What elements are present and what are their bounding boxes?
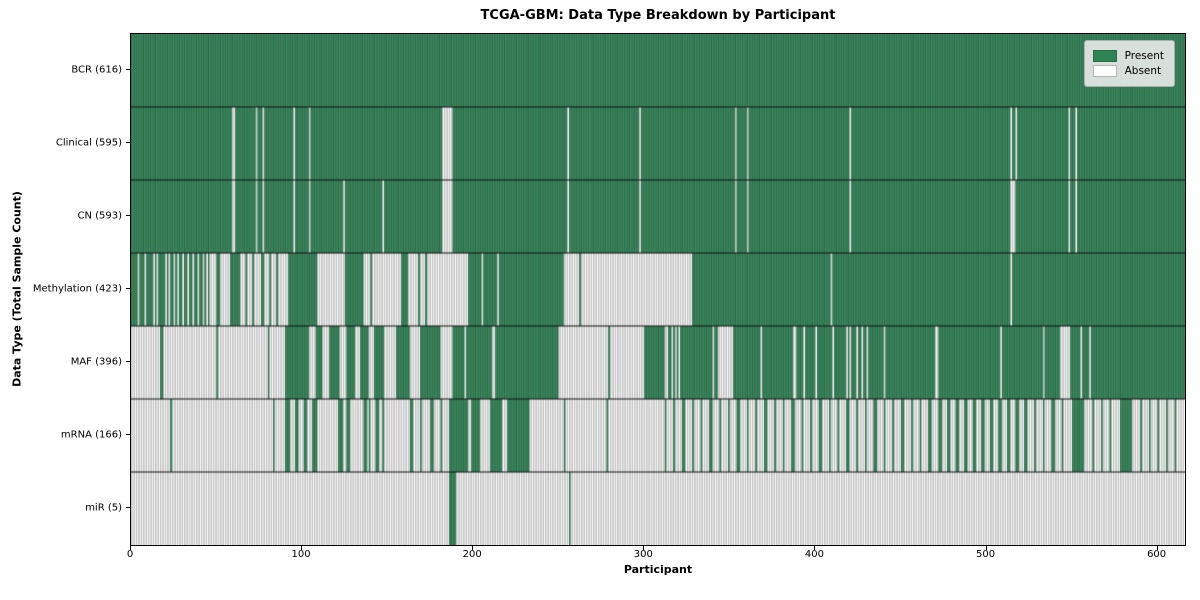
y-tick-mark xyxy=(126,215,130,216)
legend-item-absent: Absent xyxy=(1092,64,1164,77)
x-tick-label: 0 xyxy=(126,549,134,560)
chart-title: TCGA-GBM: Data Type Breakdown by Partici… xyxy=(480,8,836,23)
x-tick-mark xyxy=(814,546,816,550)
heatmap-canvas xyxy=(131,34,1185,545)
legend-label-absent: Absent xyxy=(1124,64,1162,77)
legend-item-present: Present xyxy=(1092,49,1164,62)
y-tick-label: mRNA (166) xyxy=(60,429,122,440)
legend-swatch-absent-icon xyxy=(1092,65,1117,77)
y-tick-mark xyxy=(126,142,130,143)
y-tick-mark xyxy=(126,69,130,70)
y-tick-label: CN (593) xyxy=(77,210,122,221)
y-tick-label: miR (5) xyxy=(85,502,122,513)
y-tick-mark xyxy=(126,434,130,435)
y-tick-mark xyxy=(126,288,130,289)
x-tick-mark xyxy=(472,546,474,550)
y-tick-label: BCR (616) xyxy=(71,64,122,75)
x-tick-mark xyxy=(301,546,303,550)
x-tick-label: 400 xyxy=(804,549,824,560)
x-axis-label: Participant xyxy=(623,563,693,576)
x-tick-label: 300 xyxy=(633,549,653,560)
x-tick-label: 100 xyxy=(291,549,311,560)
y-tick-label: Clinical (595) xyxy=(55,137,122,148)
plot-area xyxy=(130,33,1186,546)
legend-label-present: Present xyxy=(1124,49,1164,62)
y-tick-mark xyxy=(126,507,130,508)
legend: Present Absent xyxy=(1083,40,1175,87)
y-tick-label: Methylation (423) xyxy=(32,283,122,294)
legend-swatch-present-icon xyxy=(1092,50,1117,62)
y-axis-label: Data Type (Total Sample Count) xyxy=(10,191,24,387)
x-tick-mark xyxy=(985,546,987,550)
x-tick-mark xyxy=(1156,546,1158,550)
y-tick-label: MAF (396) xyxy=(70,356,122,367)
x-tick-label: 200 xyxy=(462,549,482,560)
x-tick-mark xyxy=(130,546,131,550)
y-tick-mark xyxy=(126,361,130,362)
x-tick-mark xyxy=(643,546,645,550)
x-tick-label: 600 xyxy=(1147,549,1167,560)
x-tick-label: 500 xyxy=(975,549,996,560)
